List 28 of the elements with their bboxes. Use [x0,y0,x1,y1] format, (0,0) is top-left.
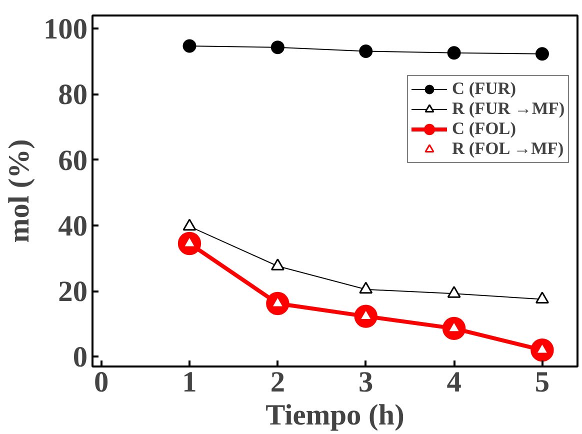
x-tick-label: 4 [446,366,462,398]
y-axis-title: mol (%) [4,139,36,243]
x-axis-title: Tiempo (h) [266,400,404,432]
point [270,40,284,54]
y-tick-label: 0 [72,342,88,374]
point [535,47,549,61]
legend-label: R (FUR →MF) [452,99,565,119]
y-tick-label: 100 [44,14,88,46]
y-tick-label: 80 [58,79,88,112]
x-tick-label: 5 [534,366,550,398]
point [182,39,196,53]
point [359,44,373,58]
y-tick-label: 60 [58,144,88,177]
point [359,282,373,294]
point [270,258,284,270]
x-tick-label: 1 [182,366,197,398]
point [447,46,461,60]
y-tick-label: 40 [58,210,88,242]
x-tick-label: 0 [94,366,109,398]
legend-label: R (FOL →MF) [452,139,564,159]
legend-label: C (FUR) [452,79,516,99]
legend-label: C (FOL) [452,119,516,139]
point [182,218,196,231]
point [535,292,549,304]
y-tick-label: 20 [58,276,88,308]
x-tick-label: 3 [358,366,374,398]
x-tick-label: 2 [270,366,286,398]
point [447,286,461,298]
